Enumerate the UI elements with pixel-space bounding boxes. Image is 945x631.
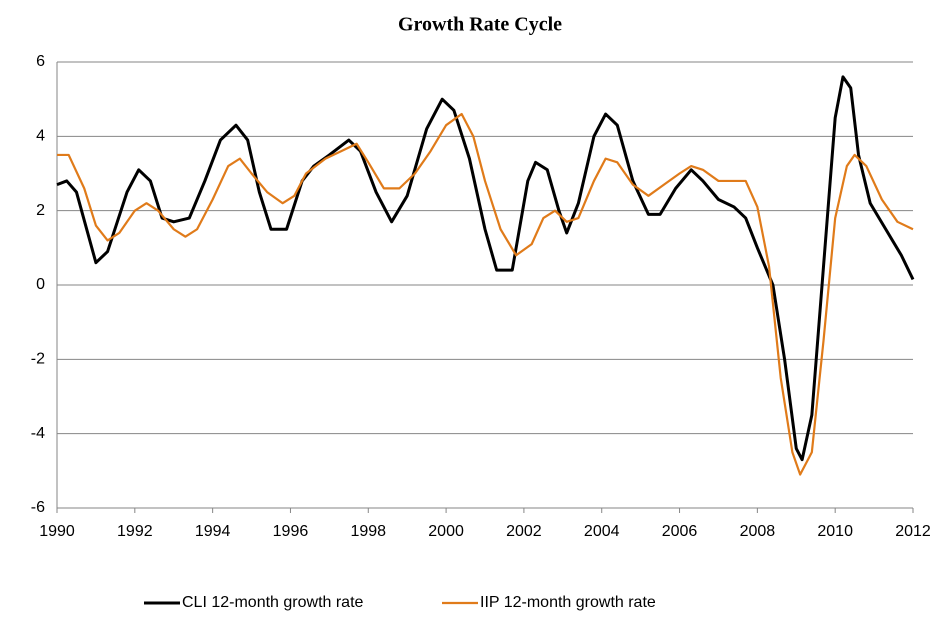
x-tick-label: 1990	[39, 523, 75, 540]
legend-label: CLI 12-month growth rate	[182, 594, 364, 611]
legend-label: IIP 12-month growth rate	[480, 594, 656, 611]
x-tick-label: 2010	[817, 523, 853, 540]
y-tick-label: 4	[36, 128, 45, 145]
y-tick-label: 6	[36, 53, 45, 70]
x-tick-label: 2006	[662, 523, 698, 540]
x-tick-label: 1996	[273, 523, 309, 540]
x-tick-label: 1998	[350, 523, 386, 540]
y-tick-label: -6	[31, 499, 45, 516]
x-tick-label: 2004	[584, 523, 620, 540]
x-tick-label: 2008	[740, 523, 776, 540]
x-tick-label: 2000	[428, 523, 464, 540]
series-line	[56, 75, 915, 462]
x-tick-label: 1992	[117, 523, 153, 540]
y-tick-label: -2	[31, 351, 45, 368]
chart-title: Growth Rate Cycle	[398, 14, 562, 36]
y-tick-label: -4	[31, 425, 45, 442]
x-tick-label: 1994	[195, 523, 231, 540]
y-tick-label: 0	[36, 276, 45, 293]
series-line	[57, 112, 914, 476]
x-tick-label: 2012	[895, 523, 931, 540]
y-tick-label: 2	[36, 202, 45, 219]
x-tick-label: 2002	[506, 523, 542, 540]
